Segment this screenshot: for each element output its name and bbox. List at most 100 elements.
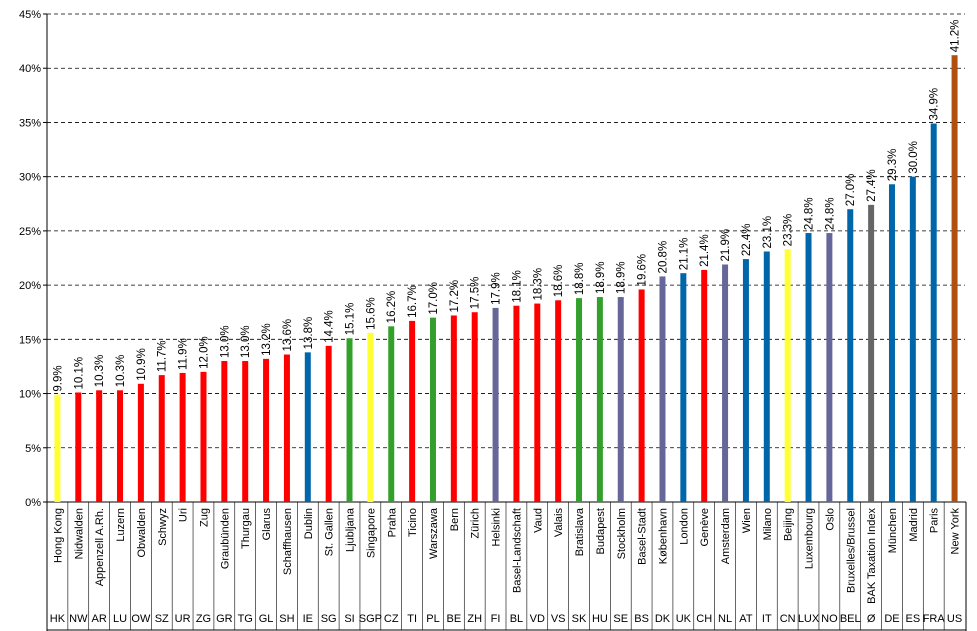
value-label: 23.3% [783, 214, 795, 247]
category-code: BS [634, 613, 649, 625]
category-code: NO [821, 613, 838, 625]
value-label: 18.1% [511, 270, 523, 303]
bar [304, 352, 311, 502]
category-code: DE [884, 613, 899, 625]
bar [805, 233, 812, 502]
category-code: FRA [923, 613, 946, 625]
value-label: 22.4% [741, 223, 753, 256]
y-tick-label: 25% [19, 226, 41, 238]
value-label: 13.8% [303, 317, 315, 350]
x-tick-label: Bruxelles/Brussel [845, 508, 857, 593]
bar [826, 233, 833, 502]
x-tick-label: München [887, 508, 899, 553]
x-tick-label: Nidwalden [73, 508, 85, 559]
x-tick-label: Stockholm [616, 508, 628, 559]
category-code: TG [238, 613, 253, 625]
category-code: ES [905, 613, 920, 625]
category-code: SG [321, 613, 337, 625]
bar [763, 251, 770, 502]
category-code: BE [446, 613, 461, 625]
category-code: SGP [359, 613, 382, 625]
x-tick-label: Luzern [115, 508, 127, 542]
x-tick-label: Valais [553, 508, 565, 538]
x-tick-label: Madrid [908, 508, 920, 542]
bar [868, 204, 875, 502]
x-tick-label: Vaud [532, 508, 544, 533]
y-tick-label: 45% [19, 9, 41, 21]
value-label: 10.9% [136, 348, 148, 381]
category-code: UR [175, 613, 191, 625]
x-tick-label: Schaffhausen [282, 508, 294, 575]
category-code: PL [426, 613, 439, 625]
value-label: 27.4% [866, 169, 878, 202]
x-tick-label: Bratislava [574, 507, 586, 556]
bar [96, 390, 103, 502]
y-tick-label: 15% [19, 334, 41, 346]
x-tick-label: London [678, 508, 690, 545]
category-code: HU [592, 613, 608, 625]
value-label: 23.1% [762, 216, 774, 249]
x-tick-label: Hong Kong [52, 508, 64, 563]
value-label: 9.9% [52, 365, 64, 391]
y-tick-label: 20% [19, 280, 41, 292]
value-label: 10.1% [73, 357, 85, 390]
x-tick-label: New York [950, 508, 962, 555]
y-tick-label: 40% [19, 63, 41, 75]
value-label: 18.9% [595, 261, 607, 294]
category-code: OW [131, 613, 151, 625]
category-code: LU [113, 613, 127, 625]
category-code: NW [69, 613, 88, 625]
bar [722, 264, 729, 502]
x-tick-label: Basel-Landschaft [511, 508, 523, 593]
x-tick-label: Appenzell A.Rh. [94, 508, 106, 586]
x-tick-label: Graubünden [219, 508, 231, 569]
bar [847, 209, 854, 502]
value-label: 17.0% [428, 282, 440, 315]
y-tick-label: 35% [19, 117, 41, 129]
bar [367, 332, 374, 502]
x-tick-label: Schwyz [157, 508, 169, 546]
y-tick-label: 5% [25, 443, 41, 455]
x-tick-label: Helsinki [491, 508, 503, 547]
x-tick-label: Beijing [783, 508, 795, 541]
category-code: IT [762, 613, 772, 625]
category-code: FI [491, 613, 501, 625]
category-code: ZH [467, 613, 482, 625]
x-tick-label: Ljubljana [345, 507, 357, 552]
x-tick-label: Ticino [407, 508, 419, 537]
bar [888, 184, 895, 502]
category-code: IE [303, 613, 313, 625]
bar [555, 300, 562, 502]
category-code: HK [50, 613, 66, 625]
value-label: 20.8% [657, 241, 669, 274]
category-code: ZG [196, 613, 211, 625]
category-code: GL [259, 613, 274, 625]
value-label: 18.9% [616, 261, 628, 294]
x-tick-label: St. Gallen [324, 508, 336, 556]
x-tick-label: Obwalden [136, 508, 148, 558]
value-label: 16.7% [407, 285, 419, 318]
value-label: 21.9% [720, 229, 732, 262]
bar [450, 315, 457, 502]
bar [325, 345, 332, 502]
x-tick-label: Thurgau [240, 508, 252, 549]
value-label: 19.6% [637, 254, 649, 287]
x-tick-label: Genève [699, 508, 711, 547]
value-label: 14.4% [324, 310, 336, 343]
category-code: SK [572, 613, 587, 625]
value-label: 11.7% [157, 340, 169, 372]
bar [429, 317, 436, 502]
bar [54, 394, 61, 502]
x-tick-label: Budapest [595, 508, 607, 554]
bar [701, 269, 708, 502]
value-label: 10.3% [94, 355, 106, 388]
value-label: 18.6% [553, 265, 565, 298]
category-code: BL [510, 613, 523, 625]
value-label: 21.4% [699, 234, 711, 267]
bar [534, 303, 541, 502]
x-tick-label: Oslo [824, 508, 836, 531]
bar [659, 276, 666, 502]
value-label: 30.0% [908, 141, 920, 174]
